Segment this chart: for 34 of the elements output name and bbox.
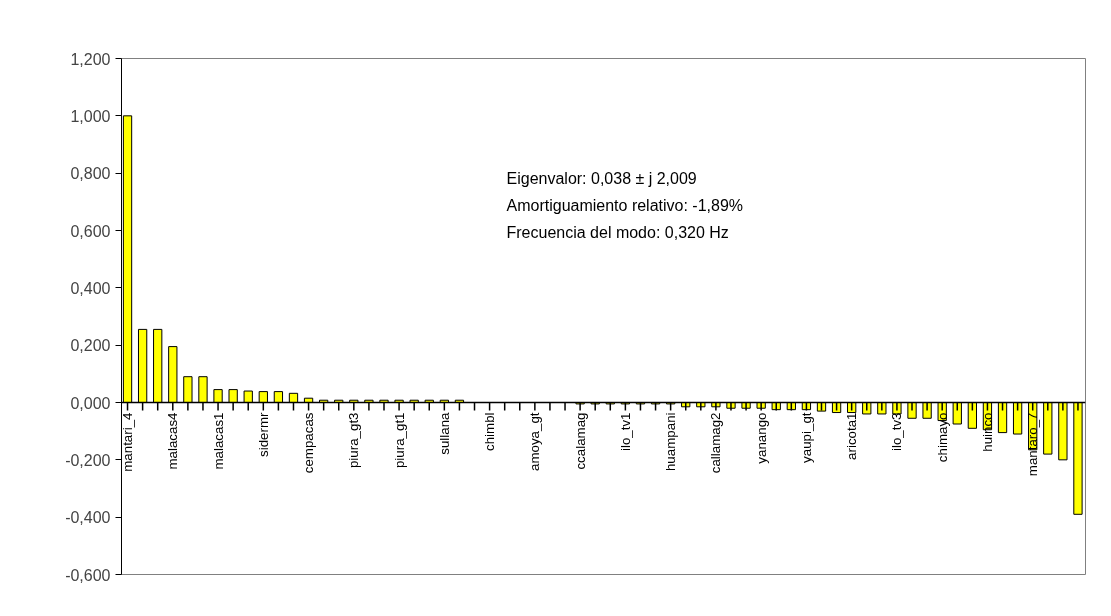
x-tick-label: ccalamag	[572, 412, 588, 470]
annotation: Amortiguamiento relativo: -1,89%	[506, 196, 744, 214]
x-tick-label: sidermr	[255, 411, 271, 457]
x-tick-label: huampani	[663, 412, 679, 472]
y-tick-label: 0,400	[70, 279, 111, 297]
y-tick-label: 0,600	[70, 222, 111, 240]
x-tick-label: yaupi_gt	[798, 412, 814, 463]
x-tick-label: callamag2	[708, 412, 724, 474]
y-tick-label: 0,000	[70, 394, 111, 412]
x-tick-label: malacas1	[210, 412, 226, 470]
x-tick-label: chimayo	[934, 412, 950, 463]
x-tick-label: sullana	[436, 411, 452, 455]
x-tick-label: chimbl	[482, 412, 498, 452]
x-tick-label: malacas4	[165, 411, 181, 470]
y-tick-label: 1,000	[70, 107, 111, 125]
y-tick-label: 0,200	[70, 337, 111, 355]
x-tick-label: piura_gt1	[391, 412, 407, 469]
x-tick-label: cempacas	[301, 412, 317, 474]
y-tick-label: 1,200	[70, 50, 111, 68]
x-tick-label: amoya_gt	[527, 412, 543, 472]
x-tick-label: ilo_tv3	[889, 412, 905, 452]
x-tick-label: yanango	[753, 412, 769, 464]
x-tick-label: huinco	[979, 412, 995, 452]
x-tick-label: aricota1	[844, 412, 860, 460]
y-tick-label: -0,400	[65, 509, 111, 527]
annotation: Eigenvalor: 0,038 ± j 2,009	[506, 169, 697, 187]
y-tick-label: -0,600	[65, 566, 111, 584]
x-tick-label: mantaro_7	[1025, 412, 1041, 477]
y-tick-label: -0,200	[65, 451, 111, 469]
x-tick-label: ilo_tv1	[617, 412, 633, 452]
y-tick-label: 0,800	[70, 165, 111, 183]
x-tick-label: mantari_4	[120, 411, 136, 472]
annotation: Frecuencia del modo: 0,320 Hz	[506, 223, 729, 241]
x-tick-label: piura_gt3	[346, 412, 362, 469]
